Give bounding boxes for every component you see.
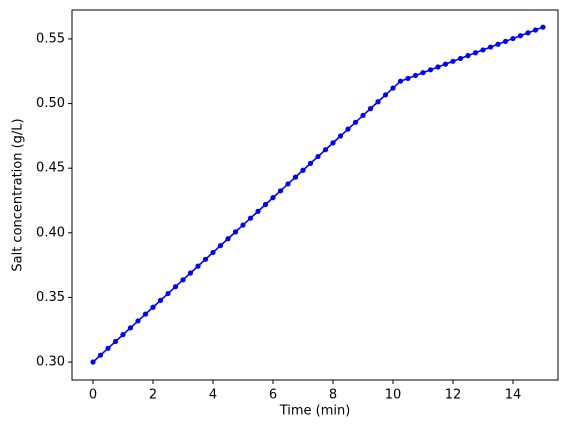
x-tick-label: 4	[209, 388, 217, 403]
marker	[120, 332, 126, 338]
marker	[457, 55, 464, 62]
marker	[277, 188, 284, 194]
marker	[502, 38, 509, 45]
marker	[90, 359, 96, 365]
marker	[510, 35, 516, 42]
marker	[262, 201, 269, 208]
marker	[315, 153, 321, 160]
marker	[412, 72, 419, 79]
marker	[142, 311, 149, 317]
y-tick-label: 0.50	[36, 96, 65, 111]
line	[92, 26, 544, 363]
x-tick-label: 10	[385, 388, 402, 403]
marker	[322, 147, 329, 153]
marker	[135, 318, 141, 324]
marker	[97, 352, 104, 358]
marker	[202, 256, 209, 262]
marker	[525, 30, 531, 36]
marker	[150, 304, 156, 310]
marker	[517, 33, 524, 39]
marker	[450, 58, 456, 64]
y-tick-label: 0.55	[36, 31, 65, 46]
marker	[472, 50, 479, 56]
marker	[195, 263, 201, 269]
y-tick-label: 0.45	[36, 161, 65, 176]
x-tick-label: 6	[269, 388, 277, 403]
marker	[487, 44, 494, 50]
marker	[420, 70, 426, 76]
x-tick-label: 14	[505, 388, 522, 403]
marker	[180, 277, 186, 283]
marker	[247, 215, 254, 221]
marker	[112, 338, 119, 345]
x-tick-label: 8	[329, 388, 337, 403]
marker	[495, 41, 501, 47]
marker	[375, 99, 381, 105]
marker	[532, 27, 539, 33]
marker	[157, 297, 164, 303]
marker	[435, 64, 441, 70]
marker	[367, 106, 374, 112]
marker	[405, 75, 411, 81]
y-axis-label: Salt concentration (g/L)	[11, 118, 26, 271]
marker	[427, 67, 434, 73]
marker	[360, 112, 366, 119]
marker	[105, 345, 111, 351]
marker	[255, 208, 261, 214]
marker	[330, 140, 336, 146]
marker	[300, 167, 306, 173]
marker	[352, 119, 359, 125]
marker	[442, 61, 449, 67]
marker	[210, 249, 216, 256]
marker	[397, 78, 404, 84]
y-tick-label: 0.30	[36, 355, 65, 370]
marker	[225, 236, 231, 242]
x-tick-label: 0	[89, 388, 97, 403]
marker	[345, 126, 351, 132]
marker	[337, 133, 344, 139]
marker	[127, 325, 134, 331]
marker	[172, 284, 179, 290]
marker	[540, 24, 546, 30]
marker	[270, 195, 276, 201]
plot-frame	[71, 9, 559, 381]
marker	[165, 290, 171, 297]
x-axis-label: Time (min)	[279, 404, 351, 419]
y-tick-label: 0.40	[36, 225, 65, 240]
marker	[465, 53, 471, 59]
marker	[285, 181, 291, 187]
y-tick-label: 0.35	[36, 290, 65, 305]
marker	[232, 229, 239, 235]
marker	[480, 47, 486, 53]
marker	[390, 85, 396, 91]
marker	[382, 92, 389, 98]
x-tick-label: 2	[149, 388, 157, 403]
marker	[240, 222, 246, 228]
x-tick-label: 12	[445, 388, 462, 403]
marker	[187, 270, 194, 276]
marker	[217, 242, 224, 249]
marker	[307, 160, 314, 167]
marker	[292, 174, 299, 180]
